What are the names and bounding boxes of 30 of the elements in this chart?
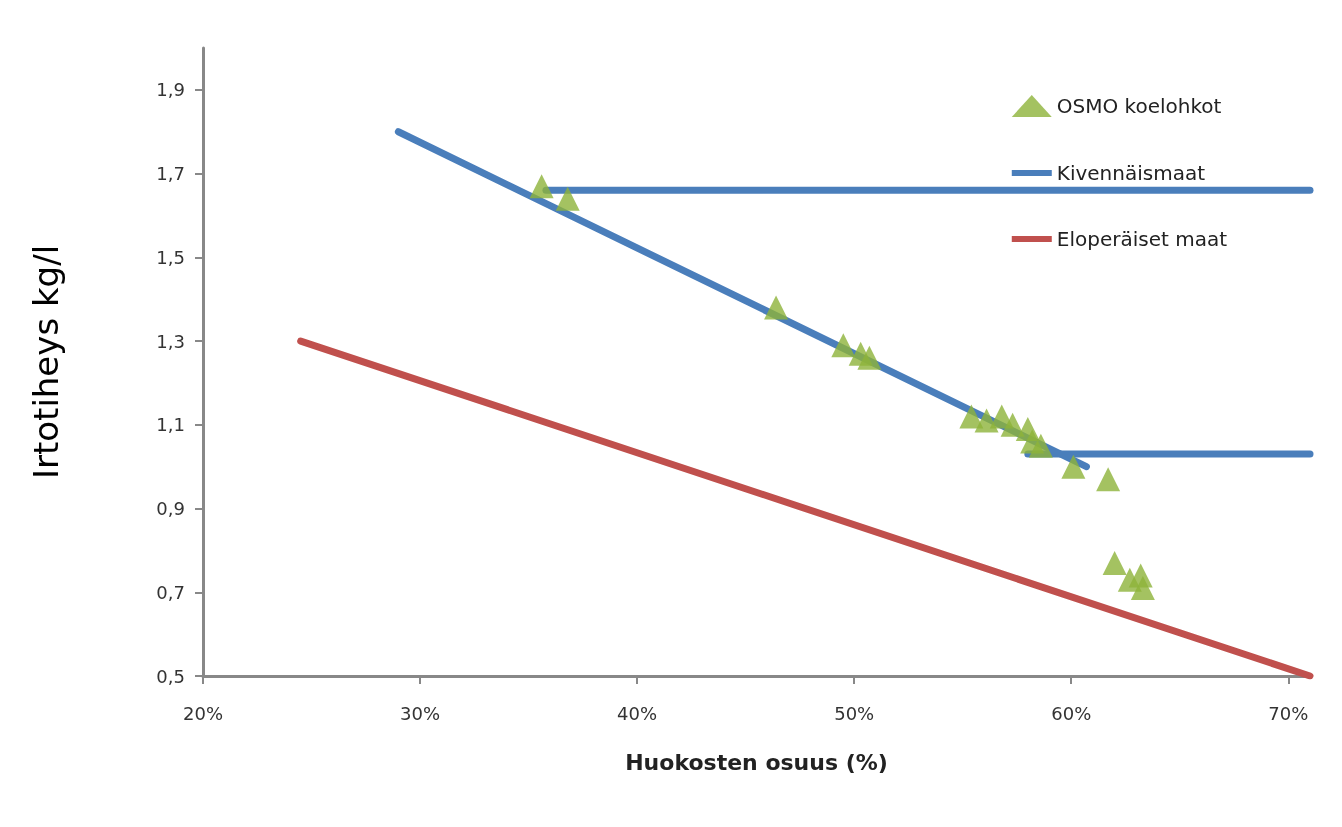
point xyxy=(1028,433,1053,458)
point xyxy=(831,333,856,358)
legend-label: OSMO koelohkot xyxy=(1056,94,1222,118)
x-tick-label: 30% xyxy=(400,702,441,724)
point xyxy=(1102,550,1127,575)
x-tick-label: 20% xyxy=(182,702,224,724)
point xyxy=(1061,454,1086,479)
point xyxy=(1096,467,1121,492)
legend-label: Kivennäismaat xyxy=(1056,161,1206,185)
point xyxy=(1130,576,1155,601)
point xyxy=(764,295,789,320)
y-tick-label: 0,5 xyxy=(156,665,185,687)
x-tick-label: 70% xyxy=(1268,702,1309,724)
y-tick-label: 1,7 xyxy=(156,163,185,185)
y-tick-label: 1,9 xyxy=(156,79,185,101)
y-tick-label: 1,5 xyxy=(156,246,185,268)
x-tick-label: 60% xyxy=(1051,702,1092,724)
point xyxy=(857,345,882,370)
point xyxy=(555,186,580,211)
y-axis-title: Irtotiheys kg/l xyxy=(26,244,66,480)
x-axis-title: Huokosten osuus (%) xyxy=(625,749,888,775)
x-tick-label: 50% xyxy=(834,702,875,724)
legend-label: Eloperäiset maat xyxy=(1056,227,1228,251)
y-tick-label: 0,9 xyxy=(156,498,185,520)
y-tick-label: 1,1 xyxy=(156,414,185,436)
x-tick-label: 40% xyxy=(617,702,658,724)
y-tick-label: 1,3 xyxy=(156,330,185,352)
point xyxy=(529,174,554,199)
y-tick-label: 0,7 xyxy=(156,581,185,603)
point xyxy=(974,408,999,433)
